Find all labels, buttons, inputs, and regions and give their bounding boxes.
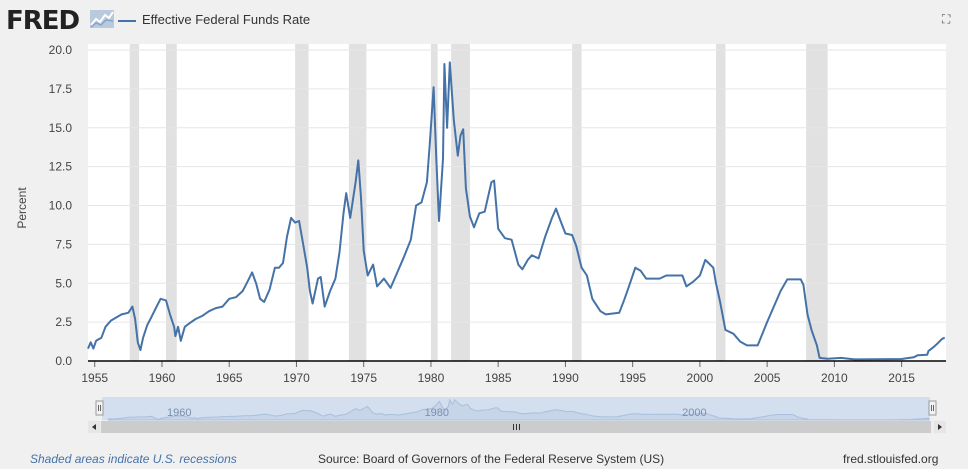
y-axis-label: Percent — [15, 187, 29, 229]
scroll-right-icon — [938, 424, 942, 430]
y-tick-label: 10.0 — [49, 199, 73, 213]
recession-bands — [129, 44, 828, 361]
legend-label: Effective Federal Funds Rate — [142, 12, 311, 27]
x-tick-label: 1985 — [485, 371, 512, 385]
x-axis: 1955 1960 1965 1970 1975 1980 1985 1990 1995 2000… — [81, 361, 915, 385]
y-axis: 0.0 2.5 5.0 7.5 10.0 12.5 15.0 17.5 20.0 — [49, 43, 73, 368]
fred-logo[interactable]: FRED — [6, 6, 80, 36]
recession-band — [166, 44, 177, 361]
navigator-handle-right[interactable] — [928, 400, 937, 416]
x-tick-label: 2010 — [821, 371, 848, 385]
chart-header: FRED Effective Federal Funds Rate ⛶ — [0, 0, 968, 42]
recession-band — [716, 44, 726, 361]
navigator-tick-label: 1960 — [167, 407, 191, 419]
y-tick-label: 2.5 — [55, 315, 72, 329]
x-tick-label: 1980 — [418, 371, 445, 385]
recession-band — [129, 44, 140, 361]
recession-band — [295, 44, 309, 361]
recession-band — [572, 44, 582, 361]
navigator[interactable]: 1960 1980 2000 — [95, 397, 937, 421]
y-tick-label: 20.0 — [49, 43, 73, 57]
plot-background — [88, 44, 946, 362]
x-tick-label: 2015 — [888, 371, 915, 385]
recession-band — [451, 44, 470, 361]
fred-url-link[interactable]: fred.stlouisfed.org — [843, 452, 939, 466]
navigator-ticks: 1960 1980 2000 — [167, 407, 707, 419]
y-tick-label: 0.0 — [55, 354, 72, 368]
legend[interactable]: Effective Federal Funds Rate — [118, 12, 310, 27]
navigator-handle-left[interactable] — [95, 400, 104, 416]
y-tick-label: 12.5 — [49, 160, 73, 174]
y-tick-label: 5.0 — [55, 276, 72, 290]
footer: Shaded areas indicate U.S. recessions So… — [0, 448, 968, 469]
navigator-tick-label: 2000 — [682, 407, 706, 419]
x-tick-label: 2000 — [687, 371, 714, 385]
x-tick-label: 1990 — [552, 371, 579, 385]
x-tick-label: 1960 — [149, 371, 176, 385]
recession-band — [430, 44, 438, 361]
recession-band — [806, 44, 828, 361]
x-tick-label: 1975 — [350, 371, 377, 385]
y-tick-label: 17.5 — [49, 82, 73, 96]
recession-note: Shaded areas indicate U.S. recessions — [30, 452, 237, 466]
fullscreen-icon[interactable]: ⛶ — [942, 12, 951, 26]
x-tick-label: 1965 — [216, 371, 243, 385]
x-tick-label: 1970 — [283, 371, 310, 385]
logo-graph-icon — [90, 10, 114, 28]
gridlines — [88, 49, 946, 323]
x-tick-label: 1995 — [619, 371, 646, 385]
chart: 0.0 2.5 5.0 7.5 10.0 12.5 15.0 17.5 20.0 1955 196… — [15, 43, 946, 433]
series-line — [87, 61, 946, 361]
x-tick-label: 2005 — [754, 371, 781, 385]
source-credit[interactable]: Source: Board of Governors of the Federa… — [318, 452, 665, 466]
legend-swatch — [118, 19, 136, 22]
scroll-left-icon — [92, 424, 96, 430]
y-tick-label: 7.5 — [55, 237, 72, 251]
navigator-area — [107, 398, 930, 421]
scrollbar-grip-icon — [513, 424, 520, 430]
navigator-tick-label: 1980 — [425, 407, 449, 419]
x-tick-label: 1955 — [81, 371, 108, 385]
recession-band — [348, 44, 367, 361]
scrollbar[interactable] — [88, 421, 946, 433]
y-tick-label: 15.0 — [49, 121, 73, 135]
